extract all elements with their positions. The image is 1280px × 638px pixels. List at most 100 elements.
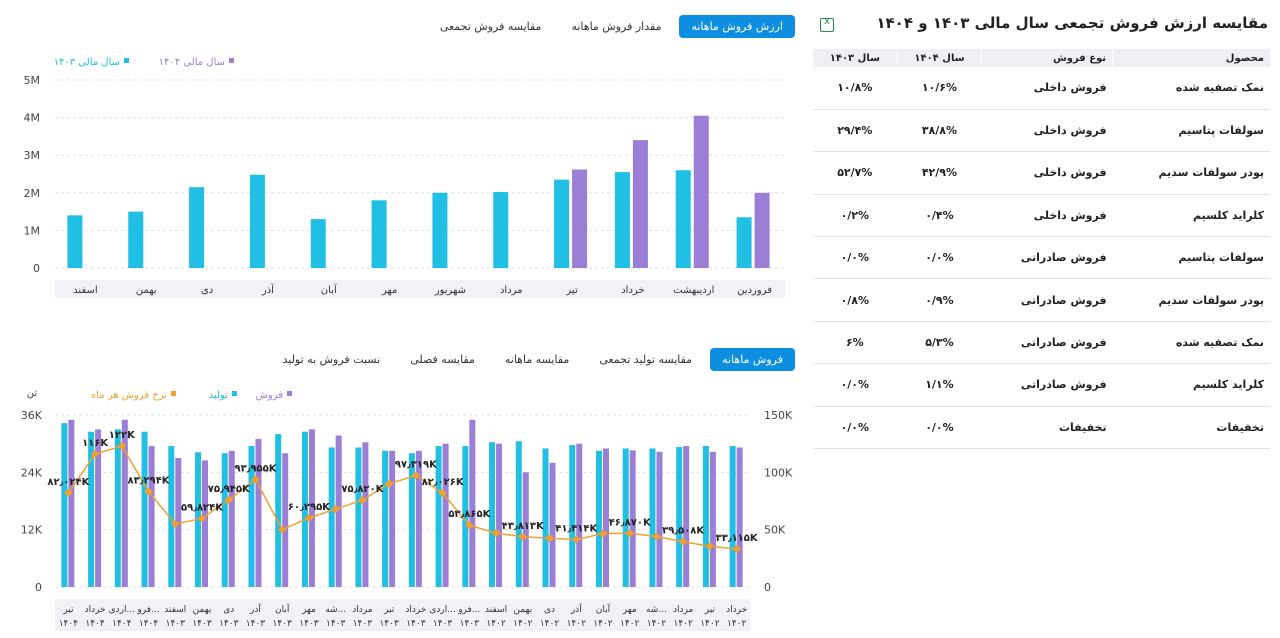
- sales-type-cell: فروش صادراتی: [981, 278, 1113, 322]
- production-bar: [301, 431, 308, 587]
- sales-type-cell: تخفیفات: [981, 406, 1113, 450]
- table-row: تخفیفات تخفیفات ۰/۰% ۰/۰%: [812, 406, 1270, 450]
- legend-marker: [232, 391, 237, 396]
- sales-bar: [602, 448, 609, 587]
- data-label: ۳۹٫۵۰۸K: [662, 526, 705, 537]
- sales-bar: [175, 458, 182, 587]
- y-right-tick-label: 100K: [764, 466, 793, 479]
- x-tick-label-year: ۱۴۰۲: [647, 619, 667, 629]
- x-tick-label-year: ۱۴۰۴: [85, 619, 105, 629]
- x-tick-label-year: ۱۴۰۳: [299, 619, 319, 629]
- bar: [675, 170, 691, 268]
- x-tick-label-month: آبان: [275, 603, 290, 615]
- sales-bar: [202, 460, 209, 587]
- data-label: ۸۳٫۲۹۴K: [128, 475, 171, 486]
- sales-bar: [469, 419, 476, 587]
- production-bar: [328, 447, 335, 587]
- sales-bar: [522, 472, 529, 587]
- legend-label: سال مالی ۱۴۰۳: [54, 57, 120, 68]
- sales-rate-point: [384, 479, 394, 489]
- production-bar: [676, 447, 683, 587]
- x-tick-label-year: ۱۴۰۲: [513, 619, 533, 629]
- sales-bar: [228, 450, 235, 587]
- production-bar: [435, 446, 442, 587]
- x-tick-label-year: ۱۴۰۳: [219, 619, 239, 629]
- tab-monthly-sales[interactable]: فروش ماهانه: [710, 348, 795, 371]
- excel-export-icon[interactable]: [820, 16, 834, 32]
- x-tick-label: آذر: [261, 283, 275, 296]
- tab-sales-to-production-ratio[interactable]: نسبت فروش به تولید: [282, 353, 381, 366]
- y-left-tick-label: 36K: [21, 409, 43, 422]
- y-tick-label: 5M: [24, 74, 41, 87]
- header-year-1404: سال ۱۴۰۴: [896, 49, 982, 67]
- bottom-chart-tabs: فروش ماهانه مقایسه تولید تجمعی مقایسه ما…: [270, 348, 795, 371]
- product-cell: کلراید کلسیم: [1112, 363, 1270, 407]
- sales-rate-point: [465, 520, 474, 530]
- bar: [432, 192, 448, 268]
- y-left-tick-label: 0: [35, 581, 42, 594]
- sales-bar: [683, 446, 690, 587]
- x-tick-label-year: ۱۴۰۲: [593, 619, 613, 629]
- data-label: ۹۳٫۹۵۵K: [234, 463, 277, 474]
- year-1404-cell: ۰/۴%: [897, 194, 982, 238]
- sales-rate-point: [251, 475, 260, 484]
- production-bar: [61, 423, 68, 587]
- data-label: ۶۰٫۲۹۵K: [288, 502, 331, 513]
- table-row: نمک تصفیه شده فروش صادراتی ۵/۳% ۶%: [812, 321, 1270, 365]
- tab-monthly-sales-quantity[interactable]: مقدار فروش ماهانه: [571, 20, 662, 33]
- x-tick-label-month: دی: [223, 605, 234, 615]
- x-tick-label-month: شه...: [646, 605, 667, 615]
- data-label: ۱۱۶K: [82, 438, 109, 449]
- x-tick-label-year: ۱۴۰۴: [112, 619, 132, 629]
- sales-rate-point: [224, 495, 233, 505]
- cumulative-sales-table-panel: مقایسه ارزش فروش تجمعی سال مالی ۱۴۰۳ و ۱…: [812, 14, 1270, 450]
- y-right-tick-label: 50K: [764, 524, 786, 537]
- y-tick-label: 1M: [24, 224, 41, 237]
- product-cell: سولفات پتاسیم: [1112, 109, 1270, 153]
- table-row: کلراید کلسیم فروش داخلی ۰/۴% ۰/۲%: [812, 194, 1270, 238]
- y-right-tick-label: 150K: [764, 409, 793, 422]
- legend-label: نرخ فروش هر ماه: [91, 390, 167, 401]
- header-product: محصول: [1112, 49, 1270, 67]
- sales-bar: [95, 429, 102, 587]
- tab-cumulative-production-comparison[interactable]: مقایسه تولید تجمعی: [599, 353, 693, 366]
- production-bar: [168, 446, 175, 587]
- sales-type-cell: فروش داخلی: [981, 67, 1113, 110]
- data-label: ۳۳٫۱۱۵K: [716, 533, 759, 544]
- data-label: ۵۹٫۸۲۴K: [181, 502, 224, 513]
- year-1403-cell: ۰/۰%: [812, 363, 898, 407]
- production-bar: [221, 453, 228, 587]
- data-label: ۵۳٫۸۶۵K: [448, 509, 491, 520]
- data-label: ۹۷٫۳۱۹K: [395, 459, 438, 470]
- year-1403-cell: ۲۹/۴%: [812, 109, 898, 153]
- x-tick-label: آبان: [321, 283, 338, 296]
- production-bar: [88, 431, 95, 587]
- legend-label: تولید: [209, 390, 228, 401]
- production-sales-chart: 0 12K 24K 36K 0 50K 100K 150K تن فروش تولید نرخ فرو…: [21, 388, 793, 631]
- x-tick-label-year: ۱۴۰۲: [540, 619, 560, 629]
- sales-rate-point: [491, 528, 501, 538]
- bar: [693, 115, 709, 268]
- x-tick-label-month: مهر: [301, 605, 316, 615]
- x-tick-label-month: آذر: [249, 603, 261, 615]
- sales-type-cell: فروش داخلی: [981, 194, 1113, 238]
- sales-bar: [576, 443, 583, 587]
- tab-seasonal-comparison[interactable]: مقایسه فصلی: [410, 353, 475, 366]
- year-1403-cell: ۰/۸%: [812, 278, 898, 322]
- year-1404-cell: ۴۲/۹%: [897, 151, 982, 195]
- legend-label: سال مالی ۱۴۰۴: [159, 57, 225, 68]
- top-chart-tabs: ارزش فروش ماهانه مقدار فروش ماهانه مقایس…: [428, 15, 795, 38]
- year-1403-cell: ۱۰/۸%: [812, 67, 898, 110]
- tab-monthly-sales-value[interactable]: ارزش فروش ماهانه: [679, 15, 795, 38]
- x-tick-label-month: شه...: [325, 605, 346, 615]
- sales-type-cell: فروش داخلی: [981, 109, 1113, 153]
- production-bar: [355, 447, 362, 587]
- table-row: پودر سولفات سدیم فروش صادراتی ۰/۹% ۰/۸%: [812, 278, 1270, 322]
- x-tick-label-month: تیر: [62, 605, 74, 615]
- tab-monthly-comparison[interactable]: مقایسه ماهانه: [504, 353, 570, 366]
- sales-rate-point: [277, 525, 287, 534]
- tab-cumulative-sales-comparison[interactable]: مقایسه فروش تجمعی: [439, 20, 542, 33]
- x-tick-label-year: ۱۴۰۴: [139, 619, 159, 629]
- legend-marker: [229, 58, 234, 63]
- legend-marker: [124, 58, 129, 63]
